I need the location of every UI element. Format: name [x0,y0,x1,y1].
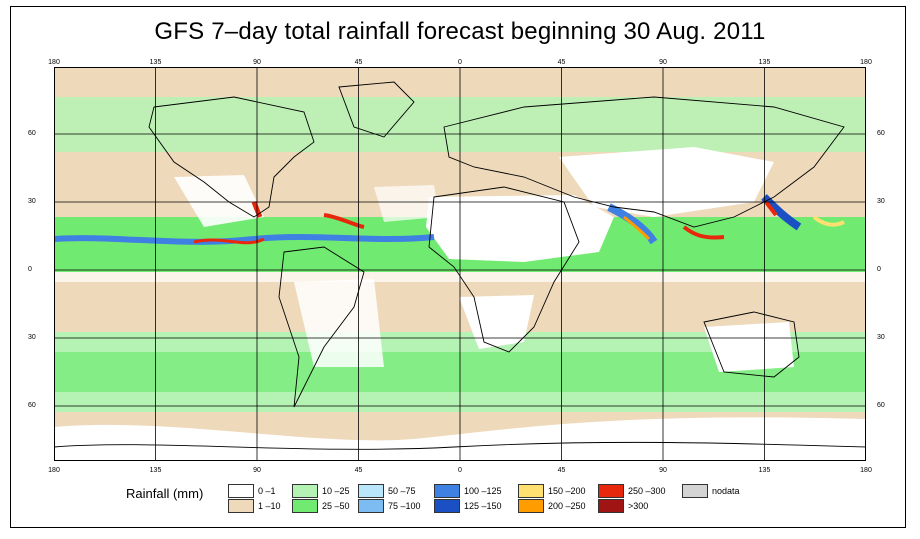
itcz-pacific-core [193,237,265,245]
legend-swatch [358,484,384,498]
legend-label: 0 –1 [258,486,276,496]
legend-swatch [434,484,460,498]
lon-tick-bottom: 45 [557,467,566,474]
phil-sea-storm [812,215,845,227]
lon-tick-bottom: 90 [253,467,261,474]
map-title: GFS 7–day total rainfall forecast beginn… [154,18,766,45]
lat-tick-right: 30 [877,198,885,205]
lon-tick-bottom: 45 [354,467,363,474]
legend-label: 10 –25 [322,486,350,496]
legend-label: >300 [628,501,649,511]
figure-frame [10,6,906,528]
coast-north-america [148,96,315,218]
legend-swatch [228,499,254,513]
dry-arabia-asia [559,147,774,217]
map-border [54,67,866,461]
legend-swatch [598,499,624,513]
coast-south-america [278,246,365,408]
lon-tick-bottom: 180 [48,467,60,474]
legend-label: 75 –100 [388,501,421,511]
dry-n-america [174,175,264,227]
lat-tick-left: 60 [28,130,36,137]
lat-tick-right: 30 [877,334,885,341]
lon-tick-bottom: 180 [860,467,872,474]
legend-label: nodata [712,486,740,496]
lon-tick-top: 90 [253,59,261,66]
west-pacific-core [764,200,778,217]
lat-tick-left: 60 [28,402,36,409]
legend-label: 150 –200 [548,486,586,496]
legend-swatch [598,484,624,498]
lon-tick-top: 180 [860,59,872,66]
rainfall-map [54,67,866,461]
dry-se-pacific [294,279,384,367]
sea-storm [682,225,725,240]
dry-australia [704,322,794,372]
dry-kalahari [459,295,534,349]
lat-tick-left: 30 [28,334,36,341]
lon-tick-bottom: 135 [758,467,771,474]
graticule [54,67,866,461]
legend-label: 25 –50 [322,501,350,511]
lon-tick-top: 135 [149,59,162,66]
legend-swatch [434,499,460,513]
coast-antarctica [54,441,866,450]
coast-australia [703,311,800,378]
lon-tick-bottom: 135 [149,467,162,474]
monsoon-india-core [623,215,651,241]
monsoon-india [607,203,658,245]
coastlines [54,81,866,450]
legend-label: 100 –125 [464,486,502,496]
lon-tick-bottom: 90 [659,467,667,474]
atlantic-storm [323,213,365,229]
legend-swatch [518,484,544,498]
lat-tick-left: 30 [28,198,36,205]
lat-tick-right: 60 [877,402,885,409]
lon-tick-bottom: 0 [458,467,462,474]
lon-tick-top: 45 [354,59,363,66]
legend-label: 200 –250 [548,501,586,511]
legend-label: 1 –10 [258,501,281,511]
legend-swatch [228,484,254,498]
lat-tick-left: 0 [28,266,32,273]
legend-label: 50 –75 [388,486,416,496]
west-pacific-storm [761,194,802,231]
legend-swatch [292,484,318,498]
legend-swatch [682,484,708,498]
coast-greenland [338,81,415,138]
lat-tick-right: 0 [877,266,881,273]
legend-swatch [292,499,318,513]
lon-tick-top: 90 [659,59,667,66]
dry-n-atlantic [374,185,439,222]
legend-swatch [358,499,384,513]
legend-swatch [518,499,544,513]
lon-tick-top: 0 [458,59,462,66]
coast-africa [428,186,580,353]
legend-label: 125 –150 [464,501,502,511]
heavy-rain [54,194,845,245]
lon-tick-top: 180 [48,59,60,66]
legend-label: 250 –300 [628,486,666,496]
lon-tick-top: 45 [557,59,566,66]
itcz-pacific [54,234,435,245]
legend-title: Rainfall (mm) [126,486,204,501]
dry-sahara [426,195,614,262]
lat-tick-right: 60 [877,130,885,137]
lon-tick-top: 135 [758,59,771,66]
coast-eurasia [443,96,845,228]
